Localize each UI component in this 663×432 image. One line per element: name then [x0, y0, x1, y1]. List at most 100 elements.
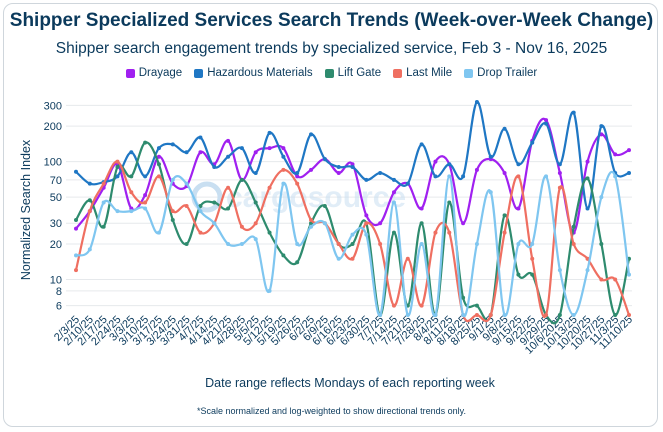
data-point-last-mile [350, 256, 355, 261]
legend-item-last-mile[interactable]: Last Mile [393, 67, 452, 79]
data-point-drayage [502, 171, 507, 176]
data-point-drop-trailer [74, 253, 78, 258]
legend-swatch [194, 68, 204, 78]
data-point-last-mile [336, 242, 341, 247]
legend-item-lift-gate[interactable]: Lift Gate [324, 67, 382, 79]
legend-label: Lift Gate [337, 67, 382, 79]
legend-swatch [324, 68, 334, 78]
legend-swatch [393, 68, 403, 78]
data-point-drop-trailer [461, 313, 466, 317]
data-point-drop-trailer [419, 242, 424, 247]
data-point-lift-gate [170, 217, 175, 222]
data-point-hazardous-materials [350, 164, 355, 169]
data-point-drayage [336, 171, 341, 176]
data-point-last-mile [239, 224, 244, 229]
data-point-lift-gate [557, 313, 562, 317]
y-axis-label: Normalized Search Index [19, 139, 33, 280]
data-point-drop-trailer [156, 230, 161, 235]
data-point-hazardous-materials [571, 110, 576, 115]
y-tick-label: 6 [56, 301, 62, 313]
data-point-drayage [516, 206, 521, 211]
data-point-hazardous-materials [433, 174, 438, 179]
data-point-drop-trailer [378, 313, 383, 317]
data-point-hazardous-materials [461, 174, 466, 179]
data-point-last-mile [447, 230, 452, 235]
chart-subtitle: Shipper search engagement trends by spec… [55, 40, 608, 57]
data-point-drayage [267, 146, 272, 151]
data-point-last-mile [627, 313, 631, 317]
data-point-lift-gate [281, 253, 286, 258]
series-hazardous-materials [74, 100, 631, 211]
data-point-lift-gate [115, 164, 120, 169]
data-point-lift-gate [295, 260, 300, 265]
data-point-last-mile [474, 313, 479, 317]
y-tick-label: 8 [56, 286, 62, 298]
data-point-drop-trailer [350, 232, 355, 237]
data-point-drop-trailer [309, 224, 314, 229]
data-point-drop-trailer [364, 232, 369, 237]
data-point-drayage [253, 150, 258, 155]
y-tick-label: 30 [50, 218, 62, 230]
data-point-drop-trailer [253, 237, 258, 242]
data-point-last-mile [502, 230, 507, 235]
data-point-last-mile [378, 242, 383, 247]
data-point-drop-trailer [599, 195, 604, 200]
data-point-lift-gate [226, 206, 231, 211]
legend-item-drayage[interactable]: Drayage [125, 67, 183, 79]
y-tick-label: 10 [50, 275, 62, 287]
data-point-lift-gate [516, 272, 521, 277]
data-point-drop-trailer [170, 177, 175, 182]
data-point-lift-gate [87, 198, 92, 203]
series-drop-trailer [74, 170, 631, 318]
data-point-drayage [461, 221, 466, 226]
data-point-drayage [391, 190, 396, 195]
data-point-drop-trailer [433, 313, 438, 317]
data-point-last-mile [613, 277, 618, 282]
data-point-hazardous-materials [364, 177, 369, 182]
data-point-hazardous-materials [322, 157, 327, 162]
data-point-lift-gate [502, 213, 507, 218]
data-point-last-mile [198, 230, 203, 235]
data-point-lift-gate [613, 313, 618, 317]
data-point-drayage [544, 118, 549, 123]
data-point-drop-trailer [87, 247, 92, 252]
legend-label: Hazardous Materials [207, 67, 313, 79]
chart-title: Shipper Specialized Services Search Tren… [9, 10, 654, 31]
legend-swatch [125, 68, 135, 78]
data-point-lift-gate [530, 272, 535, 277]
data-point-drop-trailer [391, 200, 396, 205]
data-point-hazardous-materials [226, 154, 231, 159]
legend-label: Drayage [138, 67, 183, 79]
data-point-last-mile [74, 268, 78, 273]
data-point-last-mile [516, 174, 521, 179]
x-axis-label: Date range reflects Mondays of each repo… [205, 376, 495, 390]
data-point-last-mile [87, 209, 92, 214]
data-point-drop-trailer [585, 268, 590, 273]
data-point-last-mile [129, 190, 134, 195]
data-point-drop-trailer [474, 242, 479, 247]
data-point-hazardous-materials [212, 164, 217, 169]
data-point-hazardous-materials [170, 142, 175, 147]
legend-item-drop-trailer[interactable]: Drop Trailer [464, 67, 537, 79]
data-point-last-mile [267, 185, 272, 190]
data-point-drop-trailer [226, 242, 231, 247]
data-point-drop-trailer [129, 209, 134, 214]
legend-item-hazardous-materials[interactable]: Hazardous Materials [194, 67, 313, 79]
data-point-lift-gate [474, 303, 479, 308]
data-point-last-mile [599, 277, 604, 282]
data-point-hazardous-materials [74, 169, 78, 174]
data-point-last-mile [309, 217, 314, 222]
data-point-lift-gate [198, 204, 203, 209]
data-point-drop-trailer [571, 313, 576, 317]
data-point-drayage [74, 226, 78, 231]
data-point-drayage [474, 167, 479, 172]
data-point-last-mile [253, 221, 258, 226]
data-point-drayage [378, 221, 383, 226]
y-tick-label: 20 [50, 239, 62, 251]
data-point-drayage [143, 193, 148, 198]
data-point-drayage [613, 152, 618, 157]
data-point-drayage [419, 206, 424, 211]
data-point-drop-trailer [239, 242, 244, 247]
data-point-drayage [198, 150, 203, 155]
data-point-hazardous-materials [474, 100, 479, 105]
